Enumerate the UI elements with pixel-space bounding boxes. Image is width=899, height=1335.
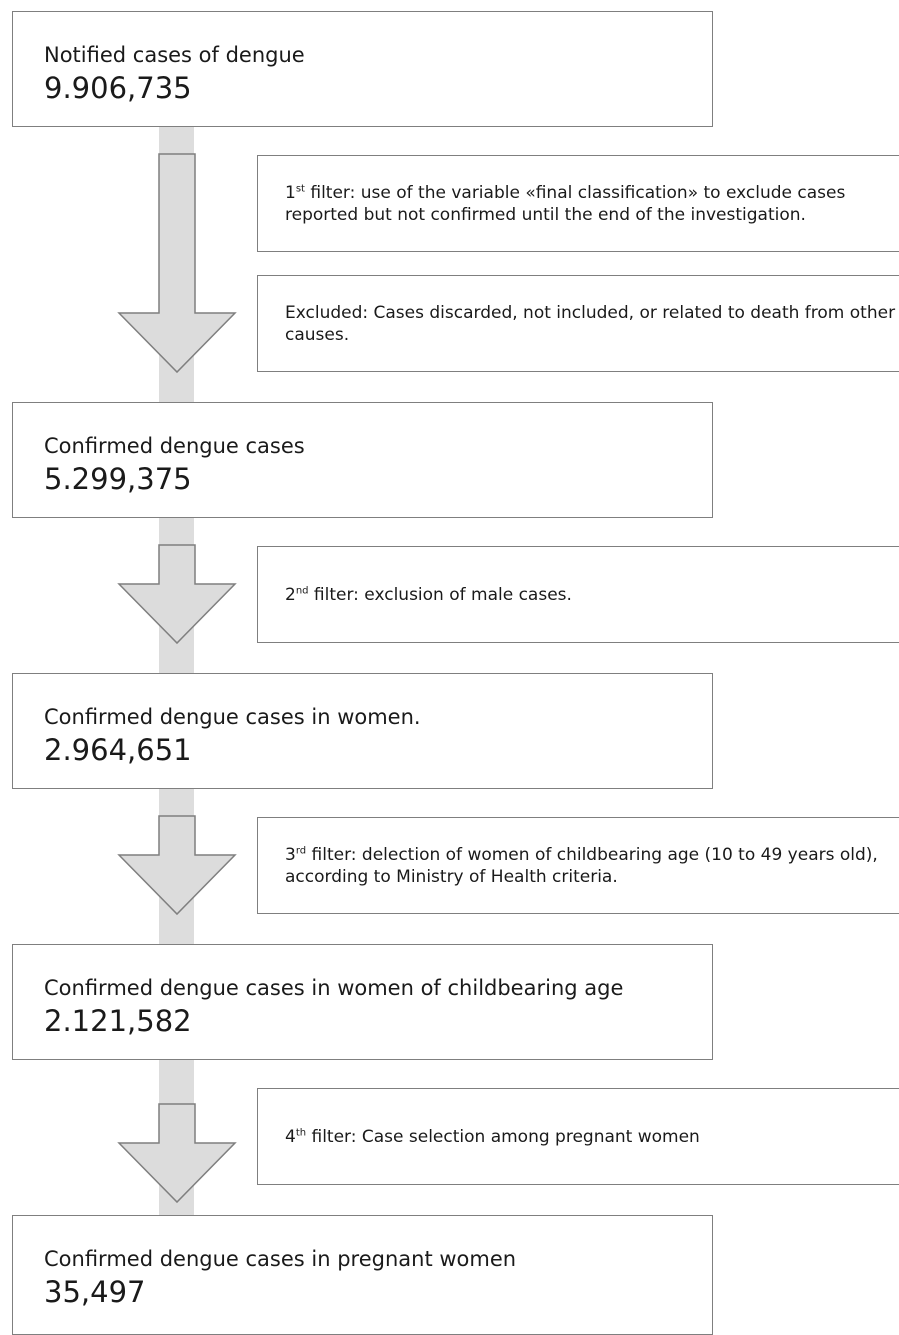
stage-label: Confirmed dengue cases in pregnant women: [44, 1247, 517, 1271]
down-arrow-icon: [117, 544, 237, 645]
filter-4-note: 4th filter: Case selection among pregnan…: [257, 1088, 899, 1185]
filter-2-note: 2nd filter: exclusion of male cases.: [257, 546, 899, 643]
down-arrow-icon: [117, 1103, 237, 1204]
stage-childbearing-age: Confirmed dengue cases in women of child…: [12, 944, 713, 1060]
stage-count: 2.121,582: [44, 1004, 192, 1038]
stage-count: 2.964,651: [44, 733, 192, 767]
stage-count: 35,497: [44, 1275, 146, 1309]
down-arrow-icon: [117, 153, 237, 374]
down-arrow-icon: [117, 815, 237, 916]
stage-count: 9.906,735: [44, 71, 192, 105]
stage-label: Notified cases of dengue: [44, 43, 305, 67]
filter-text: 1st filter: use of the variable «final c…: [285, 182, 846, 225]
stage-pregnant-women: Confirmed dengue cases in pregnant women…: [12, 1215, 713, 1335]
filter-3-note: 3rd filter: delection of women of childb…: [257, 817, 899, 914]
stage-label: Confirmed dengue cases: [44, 434, 305, 458]
stage-confirmed-women: Confirmed dengue cases in women. 2.964,6…: [12, 673, 713, 789]
filter-1-note: 1st filter: use of the variable «final c…: [257, 155, 899, 252]
exclusion-note: Excluded: Cases discarded, not included,…: [257, 275, 899, 372]
stage-label: Confirmed dengue cases in women.: [44, 705, 421, 729]
stage-notified-cases: Notified cases of dengue 9.906,735: [12, 11, 713, 127]
filter-text: 2nd filter: exclusion of male cases.: [285, 584, 572, 605]
exclusion-text: Excluded: Cases discarded, not included,…: [285, 302, 896, 345]
filter-text: 3rd filter: delection of women of childb…: [285, 844, 878, 887]
stage-label: Confirmed dengue cases in women of child…: [44, 976, 624, 1000]
filter-text: 4th filter: Case selection among pregnan…: [285, 1126, 700, 1147]
stage-confirmed-cases: Confirmed dengue cases 5.299,375: [12, 402, 713, 518]
stage-count: 5.299,375: [44, 462, 192, 496]
